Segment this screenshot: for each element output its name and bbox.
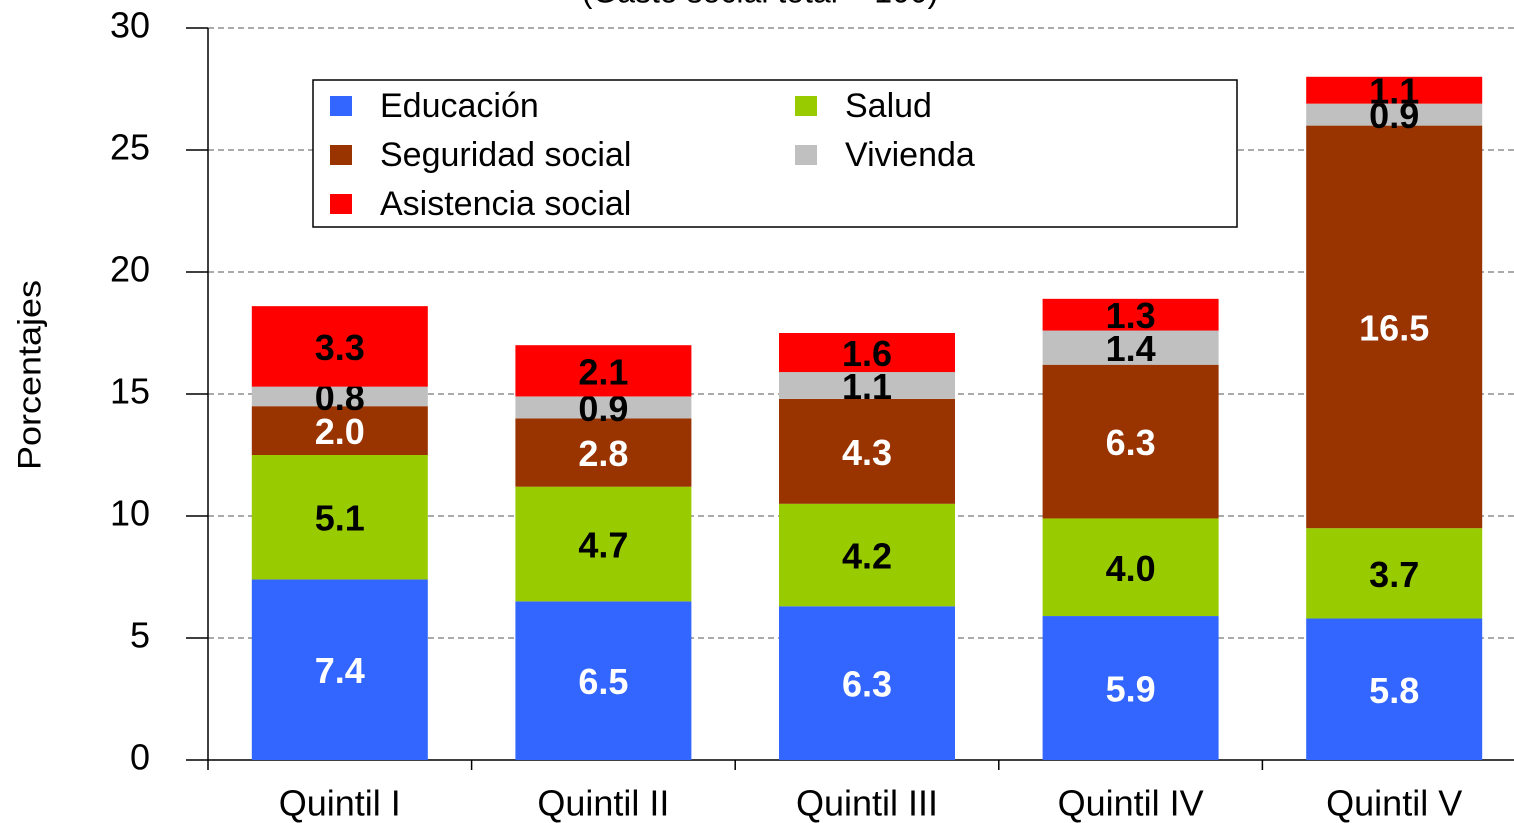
data-label: 1.6	[842, 333, 892, 374]
y-axis-label: Porcentajes	[11, 280, 47, 470]
x-tick-label: Quintil I	[279, 783, 401, 823]
bar-segment	[779, 503, 955, 607]
bar-segment	[515, 418, 692, 487]
bar-segment	[1042, 330, 1219, 365]
data-label: 6.3	[842, 664, 892, 705]
data-label: 6.5	[578, 661, 628, 702]
legend-swatch	[330, 194, 352, 214]
data-label: 1.4	[1106, 328, 1156, 369]
y-tick-label: 25	[110, 127, 150, 168]
bar-segment	[515, 345, 692, 397]
data-label: 4.2	[842, 536, 892, 577]
bar-segment	[1042, 518, 1219, 617]
x-tick-label: Quintil V	[1326, 783, 1462, 823]
data-label: 4.7	[578, 525, 628, 566]
y-tick-label: 20	[110, 249, 150, 290]
data-label: 1.1	[842, 366, 892, 407]
legend-label: Educación	[380, 87, 539, 125]
bar-segment	[251, 406, 428, 455]
y-tick-label: 5	[130, 615, 150, 656]
bar-segment	[515, 396, 692, 419]
data-label: 7.4	[315, 650, 365, 691]
legend-label: Salud	[845, 87, 932, 125]
bar-segment	[779, 372, 955, 399]
legend-swatch	[795, 145, 817, 165]
bar-segment	[515, 601, 692, 760]
data-label: 2.8	[578, 433, 628, 474]
bar-segment	[779, 398, 955, 504]
data-label: 2.0	[315, 411, 365, 452]
bar-segment	[1306, 618, 1483, 760]
legend-swatch	[795, 96, 817, 116]
data-label: 2.1	[578, 351, 628, 392]
bar-segment	[251, 306, 428, 387]
x-tick-label: Quintil IV	[1058, 783, 1204, 823]
data-label: 3.3	[315, 327, 365, 368]
data-label: 5.1	[315, 498, 365, 539]
y-tick-label: 0	[130, 737, 150, 778]
bar-segment	[1042, 616, 1219, 760]
legend-label: Asistencia social	[380, 185, 631, 223]
data-label: 3.7	[1369, 554, 1419, 595]
data-label: 6.3	[1106, 422, 1156, 463]
legend-label: Seguridad social	[380, 136, 631, 174]
bar-segment	[1306, 125, 1483, 529]
y-tick-label: 15	[110, 371, 150, 412]
legend-label: Vivienda	[845, 136, 975, 174]
data-label: 16.5	[1359, 307, 1429, 348]
legend-box	[312, 79, 1238, 228]
data-label: 4.3	[842, 432, 892, 473]
x-tick-label: Quintil III	[796, 783, 938, 823]
data-label: 4.0	[1106, 548, 1156, 589]
data-label: 1.3	[1106, 295, 1156, 336]
bar-segment	[779, 333, 955, 373]
y-tick-label: 10	[110, 493, 150, 534]
bar-segment	[1306, 528, 1483, 619]
bar-segment	[251, 455, 428, 580]
legend-swatch	[330, 96, 352, 116]
bar-segment	[779, 606, 955, 760]
x-tick-label: Quintil II	[537, 783, 669, 823]
data-label: 5.8	[1369, 670, 1419, 711]
data-label: 1.1	[1369, 71, 1419, 112]
bar-segment	[1306, 103, 1483, 126]
legend-swatch	[330, 145, 352, 165]
bar-segment	[251, 386, 428, 407]
bar-segment	[1042, 298, 1219, 331]
data-label: 5.9	[1106, 669, 1156, 710]
chart-subtitle: (Gasto social total = 100)	[582, 0, 939, 9]
bar-segment	[1306, 76, 1483, 104]
bar-segment	[515, 486, 692, 602]
y-tick-label: 30	[110, 5, 150, 46]
bar-segment	[251, 579, 428, 760]
bar-segment	[1042, 364, 1219, 519]
